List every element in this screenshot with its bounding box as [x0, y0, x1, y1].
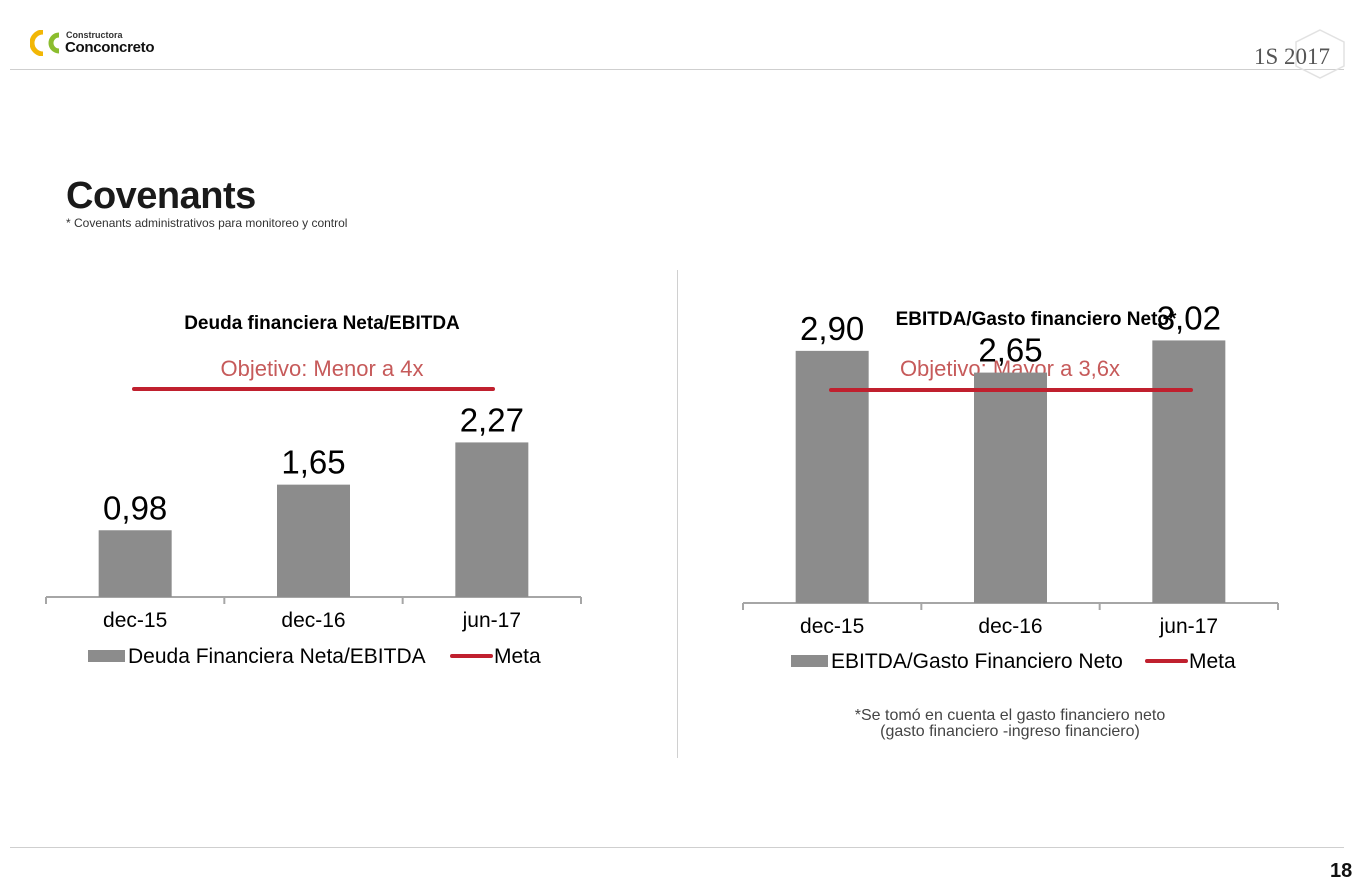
hexagon-icon [1295, 29, 1345, 79]
chart-panel-deuda: Deuda financiera Neta/EBITDA Objetivo: M… [40, 290, 640, 760]
chart-panel-ebitda: EBITDA/Gasto financiero Neto* Objetivo: … [735, 290, 1335, 760]
legend-label-meta: Meta [494, 645, 541, 668]
x-tick-label: dec-16 [281, 609, 345, 632]
bar [795, 350, 869, 603]
page-title: Covenants [66, 175, 256, 217]
legend-swatch-series [88, 650, 125, 662]
data-label: 1,65 [281, 444, 345, 481]
bar [455, 442, 529, 597]
x-tick-label: jun-17 [1159, 615, 1218, 638]
x-tick-label: jun-17 [462, 609, 521, 632]
legend-label-meta: Meta [1189, 650, 1236, 673]
period-label: 1S 2017 [1254, 44, 1331, 69]
x-tick-label: dec-15 [103, 609, 167, 632]
legend-label-series: Deuda Financiera Neta/EBITDA [128, 645, 426, 668]
footer-divider [10, 847, 1344, 848]
data-label: 3,02 [1157, 299, 1221, 336]
footnote-line: (gasto financiero -ingreso financiero) [880, 723, 1140, 740]
page-subtitle: * Covenants administrativos para monitor… [66, 216, 348, 230]
bar [98, 530, 172, 597]
data-label: 2,65 [978, 332, 1042, 369]
footnote: *Se tomó en cuenta el gasto financiero n… [800, 708, 1220, 740]
legend-label-series: EBITDA/Gasto Financiero Neto [831, 650, 1123, 673]
footnote-line: *Se tomó en cuenta el gasto financiero n… [854, 707, 1166, 724]
chart-objective: Objetivo: Menor a 4x [220, 356, 424, 381]
legend-swatch-series [791, 655, 828, 667]
x-tick-label: dec-15 [800, 615, 864, 638]
logo-icon [30, 30, 60, 56]
logo-small-text: Constructora [66, 30, 123, 40]
header-divider [10, 69, 1344, 70]
chart-ebitda: 2,90 dec-15 2,65 dec-16 3,02 jun-17 EBITDA/Gas… [742, 299, 1279, 673]
bar [1152, 340, 1226, 603]
bar [277, 484, 350, 597]
chart-title: EBITDA/Gasto financiero Neto* [895, 309, 1177, 330]
logo-brand-text: Conconcreto [65, 39, 155, 56]
data-label: 2,90 [800, 310, 864, 347]
panel-divider [677, 270, 678, 758]
data-label: 2,27 [460, 401, 524, 438]
page-number: 18 [1330, 860, 1353, 882]
chart-title: Deuda financiera Neta/EBITDA [184, 313, 460, 334]
chart-deuda: 0,98 dec-15 1,65 dec-16 2,27 jun-17 Deuda Fina… [45, 387, 582, 668]
bar [974, 372, 1047, 603]
x-tick-label: dec-16 [978, 615, 1042, 638]
data-label: 0,98 [103, 489, 167, 526]
